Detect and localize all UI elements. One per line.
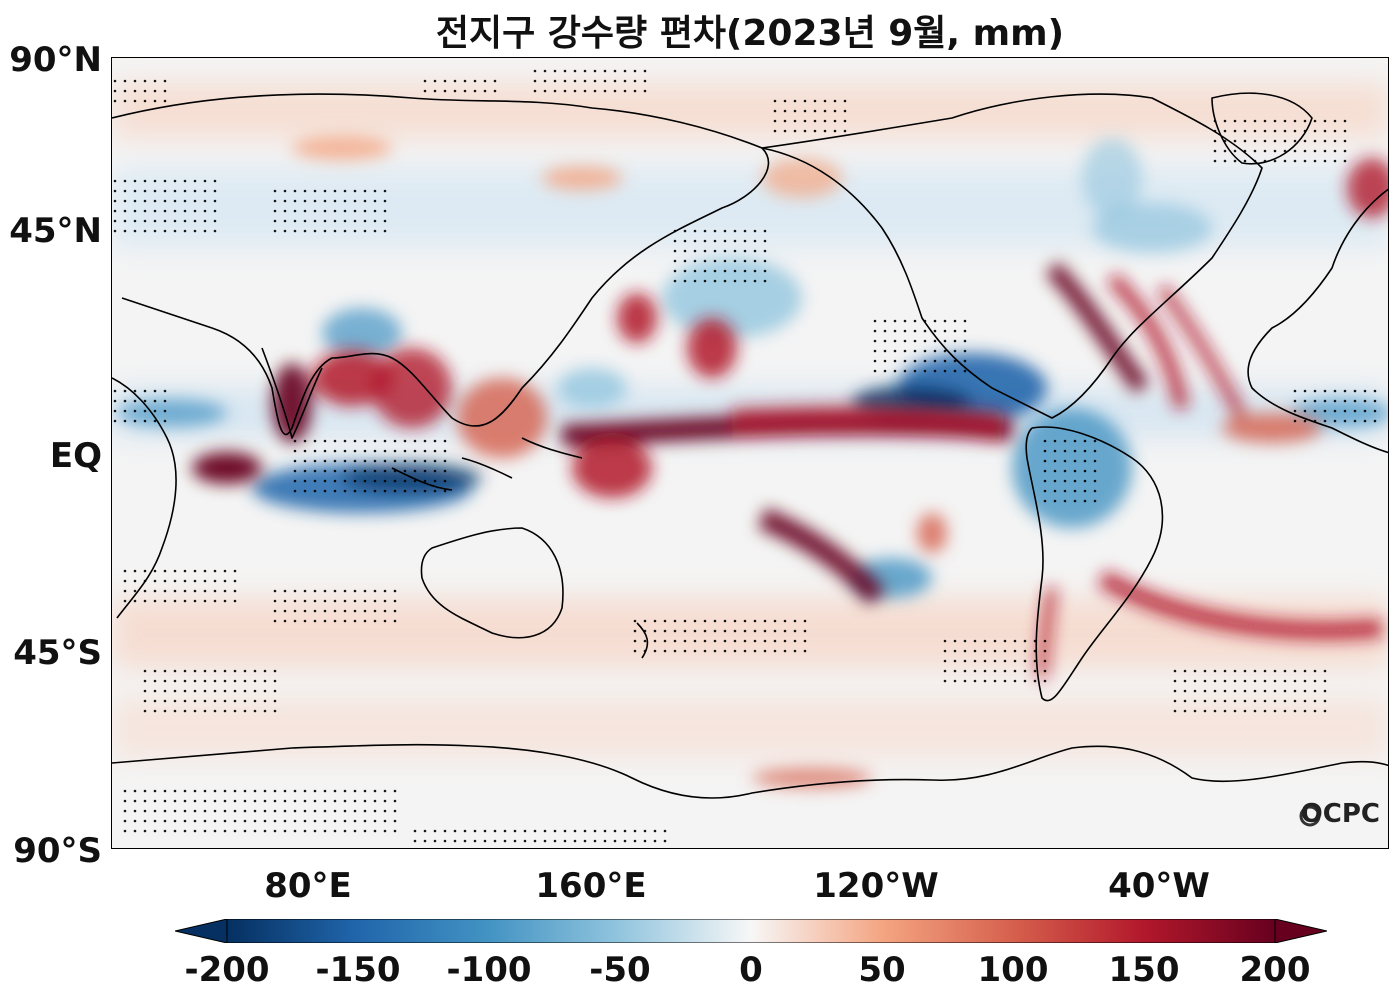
colorbar-tick: -150 [315,950,401,990]
map-title: 전지구 강수량 편차(2023년 9월, mm) [435,13,1065,54]
lat-label-45s: 45°S [13,633,102,673]
colorbar-tick: -200 [184,950,270,990]
lat-label-eq: EQ [49,436,102,476]
colorbar-tick: 150 [1108,950,1180,990]
colorbar-tick: 100 [977,950,1049,990]
ocpc-logo: OCPC [1300,799,1380,829]
lat-label-90n: 90°N [9,40,102,80]
colorbar-tick: 50 [858,950,906,990]
colorbar-tick: -100 [446,950,532,990]
colorbar-extend-min [174,918,228,944]
lat-label-90s: 90°S [13,831,102,871]
colorbar [174,918,1328,944]
colorbar-extend-max [1274,918,1328,944]
lon-label-80e: 80°E [264,866,352,906]
colorbar-tick: 200 [1239,950,1311,990]
lat-label-45n: 45°N [9,211,102,251]
colorbar-tick: -50 [589,950,651,990]
lon-label-160e: 160°E [535,866,647,906]
ocpc-logo-mark [1299,805,1321,827]
lon-label-40w: 40°W [1108,866,1210,906]
precipitation-anomaly-map [111,57,1389,849]
lon-label-120w: 120°W [813,866,939,906]
colorbar-tick: 0 [739,950,763,990]
